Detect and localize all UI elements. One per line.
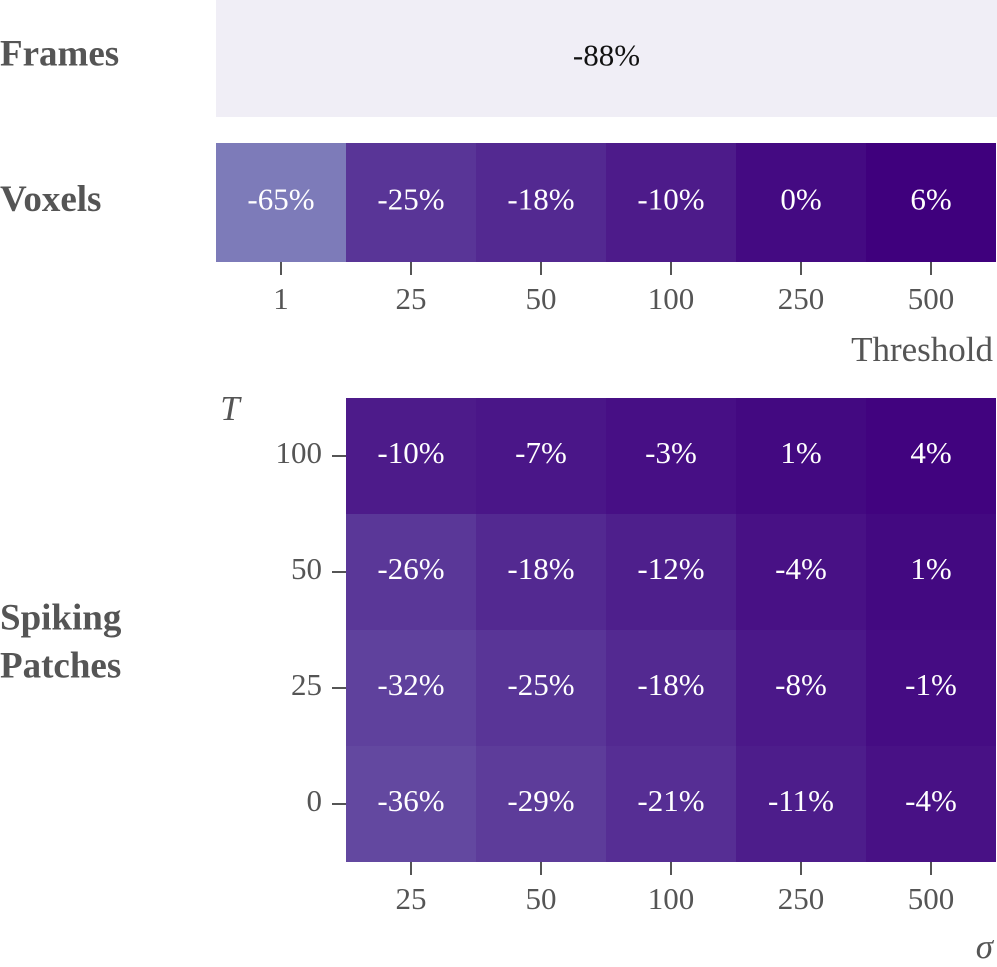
spiking-x-tick-label: 100	[648, 881, 695, 916]
spiking-x-tick-label: 500	[908, 881, 955, 916]
spiking-cell-label: -32%	[377, 667, 444, 702]
voxels-cell	[736, 143, 866, 262]
spiking-cell-label: -4%	[775, 551, 827, 586]
spiking-cell-label: 1%	[780, 435, 821, 470]
spiking-cell-label: -26%	[377, 551, 444, 586]
voxels-cell	[216, 143, 346, 262]
voxels-cell-label: -25%	[377, 182, 444, 217]
spiking-cell-label: -8%	[775, 667, 827, 702]
spiking-cell	[866, 630, 996, 746]
voxels-cell	[346, 143, 476, 262]
voxels-cell-label: -10%	[637, 182, 704, 217]
spiking-cell-label: -18%	[637, 667, 704, 702]
spiking-cell-label: 1%	[910, 551, 951, 586]
spiking-y-axis-title: T	[220, 389, 242, 428]
voxels-x-tick-label: 50	[526, 281, 557, 316]
voxels-cell	[476, 143, 606, 262]
spiking-cell-label: -3%	[645, 435, 697, 470]
voxels-x-axis-title: Threshold	[851, 330, 993, 369]
spiking-cell	[476, 746, 606, 862]
spiking-cell	[736, 746, 866, 862]
spiking-row-label: Patches	[0, 645, 121, 686]
voxels-panel: Voxels -65% -25% -18% -10% 0% 6% 1 25 50 100 250 500…	[0, 143, 996, 369]
spiking-x-tick-label: 250	[778, 881, 825, 916]
spiking-cell	[346, 398, 476, 514]
spiking-cell-label: -25%	[507, 667, 574, 702]
voxels-x-tick-label: 1	[273, 281, 289, 316]
spiking-cell	[606, 630, 736, 746]
spiking-cell-label: -4%	[905, 783, 957, 818]
spiking-cell	[866, 398, 996, 514]
voxels-cell	[866, 143, 996, 262]
spiking-cell	[346, 630, 476, 746]
voxels-row-label: Voxels	[0, 179, 101, 220]
frames-row-label: Frames	[0, 33, 119, 74]
voxels-x-tick-label: 500	[908, 281, 955, 316]
spiking-cell	[736, 630, 866, 746]
spiking-patches-panel: Spiking Patches -10% -7% -3% 1% 4% -26% -18% -12%…	[0, 389, 996, 966]
spiking-cell	[866, 514, 996, 630]
spiking-x-tick-label: 50	[526, 881, 557, 916]
spiking-y-tick-label: 0	[307, 783, 323, 818]
spiking-cell	[476, 398, 606, 514]
voxels-x-tick-label: 250	[778, 281, 825, 316]
spiking-cell-label: -1%	[905, 667, 957, 702]
spiking-cell	[736, 514, 866, 630]
spiking-cell-label: 4%	[910, 435, 951, 470]
spiking-cell-label: -12%	[637, 551, 704, 586]
spiking-row-label: Spiking	[0, 597, 122, 638]
spiking-cell	[476, 630, 606, 746]
spiking-cell	[476, 514, 606, 630]
spiking-cell-label: -36%	[377, 783, 444, 818]
voxels-x-tick-label: 25	[396, 281, 427, 316]
voxels-cell-label: -18%	[507, 182, 574, 217]
spiking-x-tick-label: 25	[396, 881, 427, 916]
spiking-cell	[346, 514, 476, 630]
spiking-cell-label: -21%	[637, 783, 704, 818]
frames-cell	[216, 0, 997, 117]
spiking-cell	[606, 746, 736, 862]
spiking-cell-label: -7%	[515, 435, 567, 470]
voxels-x-tick-label: 100	[648, 281, 695, 316]
spiking-cell-label: -18%	[507, 551, 574, 586]
spiking-cell	[736, 398, 866, 514]
spiking-y-tick-label: 100	[276, 435, 323, 470]
spiking-cell	[346, 746, 476, 862]
spiking-x-axis-title: σ	[976, 927, 995, 966]
spiking-y-tick-label: 50	[291, 551, 322, 586]
voxels-cell	[606, 143, 736, 262]
spiking-cell-label: -10%	[377, 435, 444, 470]
frames-panel: Frames -88%	[0, 0, 997, 117]
spiking-cell	[606, 514, 736, 630]
voxels-cell-label: 0%	[780, 182, 821, 217]
voxels-cell-label: 6%	[910, 182, 951, 217]
voxels-cell-label: -65%	[247, 182, 314, 217]
spiking-y-tick-label: 25	[291, 667, 322, 702]
spiking-cell-label: -29%	[507, 783, 574, 818]
spiking-cell	[866, 746, 996, 862]
spiking-cell	[606, 398, 736, 514]
spiking-cell-label: -11%	[768, 783, 834, 818]
frames-cell-label: -88%	[573, 38, 640, 73]
